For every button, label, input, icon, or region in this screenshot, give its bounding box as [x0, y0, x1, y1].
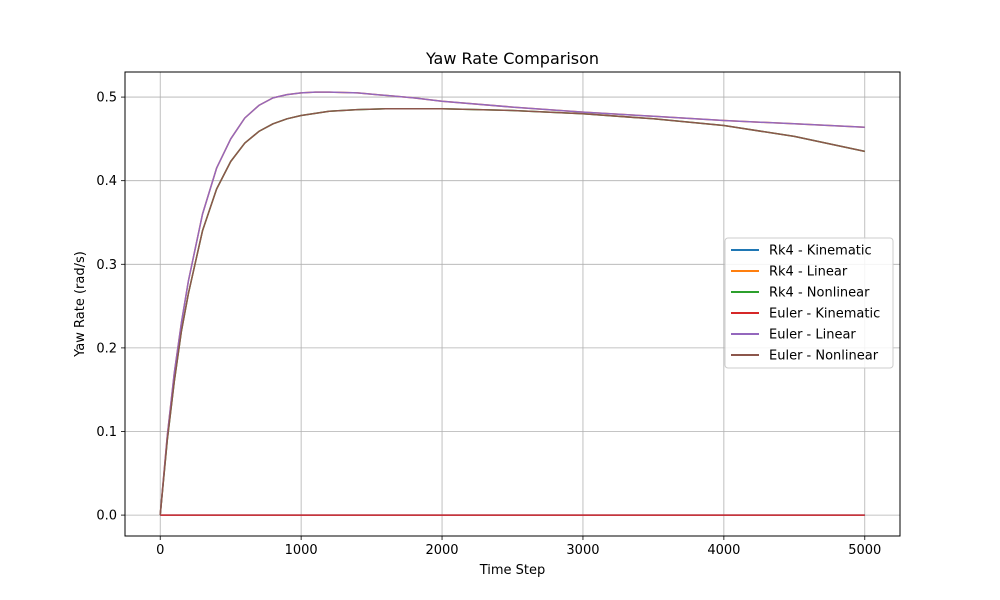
- legend-label: Rk4 - Nonlinear: [769, 286, 870, 301]
- y-tick-label: 0.3: [96, 258, 117, 273]
- legend: Rk4 - Kinematic Rk4 - Linear Rk4 - Nonline…: [724, 237, 894, 369]
- series-layer: [159, 91, 865, 516]
- x-axis-title: Time Step: [479, 563, 546, 578]
- y-tick-label: 0.5: [96, 91, 117, 106]
- x-tick-label: 3000: [566, 543, 599, 558]
- legend-label: Euler - Linear: [769, 328, 856, 343]
- x-tick-label: 5000: [848, 543, 881, 558]
- x-tick-label: 0: [156, 543, 164, 558]
- tick-layer: 0 1000 2000 3000 4000 5000 0.0 0.1 0.2 0.3 0.4 0.5: [96, 91, 881, 558]
- y-axis-title: Yaw Rate (rad/s): [73, 251, 88, 358]
- y-tick-label: 0.1: [96, 425, 117, 440]
- series-line-4: [159, 91, 865, 516]
- x-tick-label: 2000: [425, 543, 458, 558]
- y-tick-label: 0.4: [96, 174, 117, 189]
- legend-label: Euler - Kinematic: [769, 307, 880, 322]
- legend-label: Rk4 - Kinematic: [769, 244, 872, 259]
- chart-title: Yaw Rate Comparison: [425, 49, 599, 68]
- y-tick-label: 0.2: [96, 341, 117, 356]
- legend-frame: [724, 237, 894, 369]
- x-tick-label: 1000: [285, 543, 318, 558]
- legend-label: Euler - Nonlinear: [769, 349, 879, 364]
- series-line-5: [159, 108, 865, 516]
- plot-frame: [124, 71, 901, 537]
- x-tick-label: 4000: [707, 543, 740, 558]
- y-tick-label: 0.0: [96, 509, 117, 524]
- legend-label: Rk4 - Linear: [769, 265, 848, 280]
